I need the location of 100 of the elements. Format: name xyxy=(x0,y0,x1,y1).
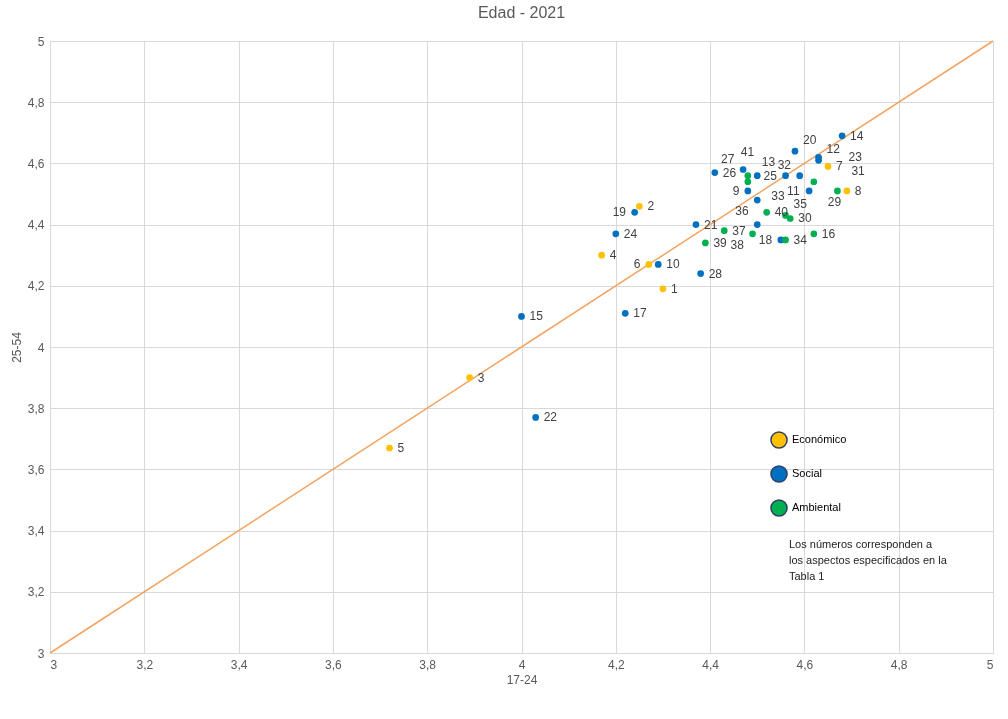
point xyxy=(466,374,473,381)
annotation: 32 xyxy=(777,157,792,172)
annotation: 27 xyxy=(721,151,735,166)
point xyxy=(838,132,846,140)
point xyxy=(782,172,789,179)
annotation: 36 xyxy=(735,204,749,219)
legend-label: Social xyxy=(792,467,822,479)
annotation: 28 xyxy=(708,266,723,281)
point xyxy=(621,309,629,317)
annotation: 24 xyxy=(623,226,638,241)
point xyxy=(805,187,813,195)
point xyxy=(744,187,752,195)
point xyxy=(763,209,771,216)
annotation: 16 xyxy=(821,226,836,241)
x-tick-label: 4,6 xyxy=(796,657,814,672)
annotation: 38 xyxy=(730,237,745,252)
annotation: 23 xyxy=(848,150,863,165)
chart-title: Edad - 2021 xyxy=(477,4,566,21)
annotation: Los números corresponden a los aspectos especificados en la Tabla 1 xyxy=(789,537,948,584)
y-axis-title: 25-54 xyxy=(9,331,24,363)
point xyxy=(744,172,752,179)
x-tick-label: 4,4 xyxy=(702,657,720,672)
annotation: 6 xyxy=(633,257,641,272)
x-tick-label: 4,2 xyxy=(607,657,625,672)
y-tick-label: 4,6 xyxy=(27,156,45,171)
annotation: 11 xyxy=(787,183,800,198)
annotation: 39 xyxy=(713,235,728,250)
point xyxy=(753,221,761,228)
x-tick-label: 4,8 xyxy=(890,657,908,672)
point xyxy=(834,187,841,195)
point xyxy=(753,196,761,204)
y-tick-label: 3,6 xyxy=(27,462,45,477)
annotation: 41 xyxy=(740,144,755,159)
annotation: 7 xyxy=(835,159,843,174)
x-tick-label: 5 xyxy=(986,657,994,672)
point xyxy=(744,178,752,186)
x-tick-label: 3,2 xyxy=(136,657,154,672)
point xyxy=(631,209,639,216)
annotation: 22 xyxy=(543,410,558,425)
point xyxy=(598,251,606,259)
point xyxy=(702,239,709,247)
x-tick-label: 3,4 xyxy=(230,657,248,672)
point xyxy=(810,178,818,186)
point xyxy=(711,169,719,176)
annotation: 9 xyxy=(732,183,740,198)
y-tick-label: 3,4 xyxy=(27,524,45,539)
x-tick-label: 3,8 xyxy=(419,657,437,672)
annotation: 19 xyxy=(612,205,627,220)
annotation: 18 xyxy=(758,232,773,247)
annotation: 2 xyxy=(647,199,655,214)
annotation: 31 xyxy=(851,163,866,178)
annotation: 3 xyxy=(477,370,485,385)
x-axis-title: 17-24 xyxy=(506,672,538,687)
y-tick-label: 3,2 xyxy=(27,585,45,600)
annotation: 1 xyxy=(670,281,678,296)
point xyxy=(532,414,539,421)
point xyxy=(645,261,653,268)
point xyxy=(843,187,851,195)
annotation: 26 xyxy=(722,165,737,180)
annotation: 13 xyxy=(761,154,776,169)
annotation: 25 xyxy=(763,168,778,183)
x-tick-label: 3,6 xyxy=(325,657,343,672)
y-tick-label: 3 xyxy=(37,646,45,661)
y-tick-label: 4 xyxy=(37,340,45,355)
point xyxy=(636,202,643,210)
annotation: 5 xyxy=(397,440,405,455)
point xyxy=(782,236,789,244)
y-tick-label: 5 xyxy=(37,34,45,49)
point xyxy=(612,230,620,238)
y-tick-label: 3,8 xyxy=(27,401,45,416)
y-tick-label: 4,4 xyxy=(27,218,45,233)
annotation: 35 xyxy=(793,197,808,212)
point xyxy=(824,163,832,170)
annotation: 15 xyxy=(529,309,544,324)
legend-label: Ambiental xyxy=(792,501,841,513)
annotation: 10 xyxy=(666,257,680,272)
annotation: 14 xyxy=(850,128,864,143)
annotation: 40 xyxy=(774,205,789,220)
annotation: 4 xyxy=(609,248,617,263)
point xyxy=(518,313,525,320)
annotation: 37 xyxy=(732,223,746,238)
annotation: 34 xyxy=(793,232,808,247)
point xyxy=(753,172,761,179)
legend-label: Económico xyxy=(792,433,847,445)
x-tick-label: 3 xyxy=(50,657,58,672)
point xyxy=(791,147,799,155)
point xyxy=(697,270,705,277)
point xyxy=(749,230,756,238)
annotation: 17 xyxy=(633,306,647,321)
point xyxy=(786,215,794,222)
point xyxy=(796,172,804,179)
point xyxy=(386,444,393,452)
point xyxy=(659,285,667,293)
annotation: 20 xyxy=(802,133,817,148)
point xyxy=(720,227,728,235)
annotation: 8 xyxy=(854,183,862,198)
point xyxy=(654,261,662,268)
annotation: 33 xyxy=(771,188,785,203)
annotation: 29 xyxy=(827,194,842,209)
y-tick-label: 4,2 xyxy=(27,279,45,294)
